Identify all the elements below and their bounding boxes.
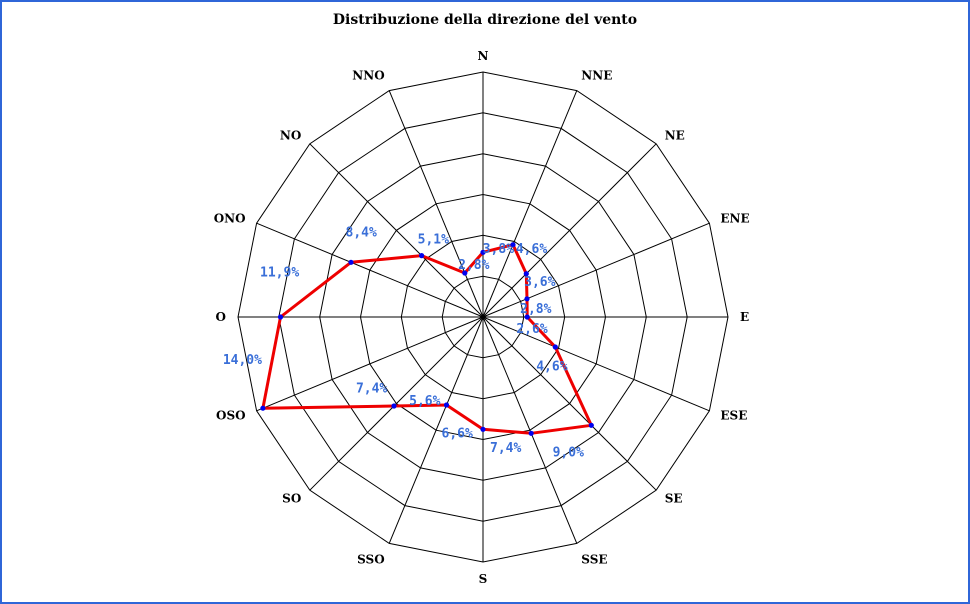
value-label: 5,1% <box>418 233 449 248</box>
data-point <box>528 430 534 436</box>
value-label: 14,0% <box>223 353 262 368</box>
direction-label: NO <box>280 128 301 142</box>
data-point <box>523 271 529 277</box>
data-point <box>462 270 468 276</box>
grid-spoke <box>482 316 578 544</box>
direction-label: O <box>216 310 226 324</box>
data-point <box>260 405 266 411</box>
value-label: 5,6% <box>409 394 440 409</box>
data-point <box>588 422 594 428</box>
grid-spoke <box>482 316 710 412</box>
data-point <box>480 426 486 432</box>
value-label: 4,6% <box>516 242 547 257</box>
grid-spoke <box>256 222 484 318</box>
value-label: 3,6% <box>524 275 555 290</box>
value-label: 4,6% <box>536 360 567 375</box>
data-point <box>524 296 530 302</box>
value-label: 3,8% <box>483 242 514 257</box>
data-point <box>443 402 450 408</box>
value-label: 2,6% <box>516 322 547 337</box>
value-label: 11,9% <box>260 266 299 281</box>
grid-spoke <box>388 90 484 318</box>
value-label: 7,4% <box>356 382 387 397</box>
direction-label: SE <box>665 492 683 506</box>
grid-spoke <box>482 222 710 318</box>
grid-spoke <box>309 316 484 491</box>
direction-label: E <box>740 310 749 324</box>
data-point <box>524 314 530 320</box>
chart-title: Distribuzione della direzione del vento <box>332 12 638 28</box>
direction-label: NE <box>665 128 685 142</box>
direction-label: N <box>478 49 489 63</box>
direction-label: NNE <box>581 69 612 83</box>
direction-label: NNO <box>352 69 384 83</box>
grid-spoke <box>388 316 484 544</box>
data-point <box>552 344 558 350</box>
value-label: 8,4% <box>346 225 377 240</box>
grid-spoke <box>309 143 484 318</box>
data-point <box>419 253 425 259</box>
data-point <box>348 259 354 265</box>
value-label: 6,6% <box>442 426 473 441</box>
value-label: 9,0% <box>553 445 584 460</box>
direction-label: SSE <box>581 552 607 566</box>
grid-spoke <box>482 316 657 491</box>
value-label: 2,8% <box>520 302 551 317</box>
direction-label: ONO <box>214 212 246 226</box>
data-point <box>480 249 486 255</box>
data-point <box>391 403 397 409</box>
grid-spoke <box>482 90 578 318</box>
direction-label: SSO <box>357 552 385 566</box>
direction-label: SO <box>282 492 301 506</box>
value-label: 7,4% <box>490 441 521 456</box>
grid-spoke <box>256 316 484 412</box>
direction-label: ESE <box>720 408 747 422</box>
data-point <box>277 314 284 320</box>
grid-spoke <box>482 143 657 318</box>
direction-label: S <box>479 572 488 586</box>
direction-label: ENE <box>720 212 749 226</box>
direction-label: OSO <box>216 408 246 422</box>
data-point <box>510 242 516 248</box>
value-label: 2,8% <box>458 258 489 273</box>
